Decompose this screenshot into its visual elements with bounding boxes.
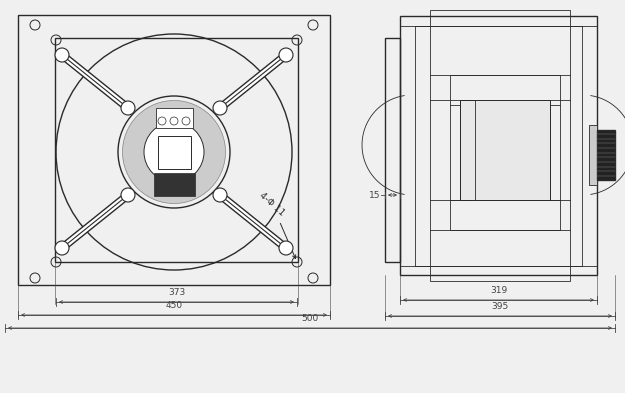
Circle shape (182, 117, 190, 125)
Circle shape (121, 188, 135, 202)
Circle shape (144, 122, 204, 182)
Text: 500: 500 (301, 314, 319, 323)
Polygon shape (597, 130, 615, 180)
Circle shape (170, 117, 178, 125)
Circle shape (158, 117, 166, 125)
Text: 373: 373 (168, 288, 185, 297)
Text: 319: 319 (490, 286, 507, 295)
Circle shape (279, 48, 293, 62)
Polygon shape (589, 125, 597, 185)
Text: 450: 450 (166, 301, 182, 310)
Circle shape (122, 101, 226, 204)
Text: 15: 15 (369, 191, 380, 200)
Circle shape (121, 101, 135, 115)
Polygon shape (156, 108, 193, 128)
Circle shape (279, 241, 293, 255)
Circle shape (55, 48, 69, 62)
Circle shape (55, 241, 69, 255)
Text: 4-Φ 11: 4-Φ 11 (258, 191, 296, 259)
Text: 395: 395 (491, 302, 509, 311)
Polygon shape (460, 100, 550, 200)
Polygon shape (154, 173, 195, 196)
Polygon shape (158, 136, 191, 169)
Circle shape (213, 101, 227, 115)
Circle shape (213, 188, 227, 202)
